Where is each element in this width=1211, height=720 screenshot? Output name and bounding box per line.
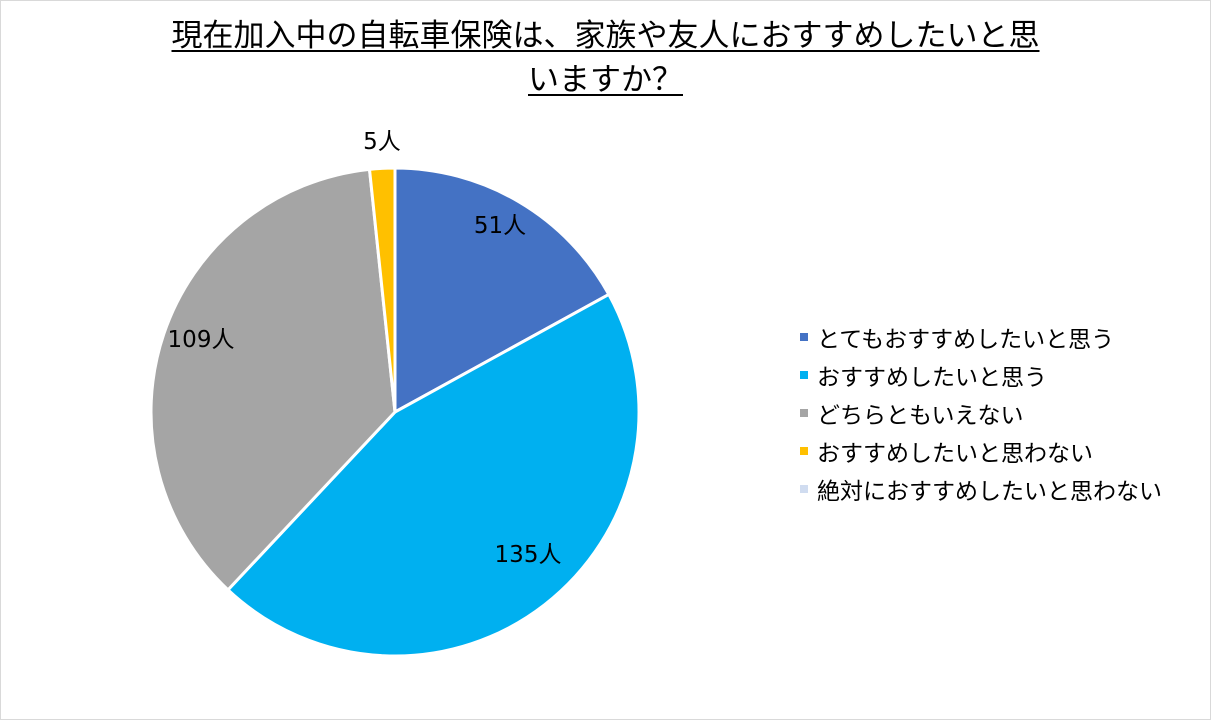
legend-label: とてもおすすめしたいと思う [817,327,1115,353]
legend-item-5: 絶対におすすめしたいと思わない [800,470,1162,508]
pie-data-labels: 51人 135人 109人 5人 [168,129,562,568]
pie-slice-2 [226,292,641,658]
legend-item-2: おすすめしたいと思う [800,356,1162,394]
chart-title: 現在加入中の自転車保険は、家族や友人におすすめしたいと思 いますか？ [0,14,1211,102]
legend-swatch [800,485,808,493]
pie-slice-4 [367,166,397,414]
data-label-3: 109人 [168,327,235,353]
legend-label: どちらともいえない [817,403,1024,429]
legend-item-1: とてもおすすめしたいと思う [800,318,1162,356]
data-label-2: 135人 [495,542,562,568]
legend-item-3: どちらともいえない [800,394,1162,432]
legend-swatch [800,409,808,417]
legend-label: おすすめしたいと思う [817,365,1047,391]
chart-title-line1: 現在加入中の自転車保険は、家族や友人におすすめしたいと思 [171,18,1040,54]
legend-swatch [800,371,808,379]
legend-item-4: おすすめしたいと思わない [800,432,1162,470]
data-label-4: 5人 [363,129,401,155]
chart-title-line2: いますか？ [528,62,683,98]
data-label-1: 51人 [474,213,526,239]
legend-swatch [800,447,808,455]
legend-label: おすすめしたいと思わない [817,441,1093,467]
legend-swatch [800,333,808,341]
legend-label: 絶対におすすめしたいと思わない [817,479,1162,505]
pie-slices [149,166,641,658]
pie-slice-3 [149,167,397,592]
pie-slice-1 [393,166,611,414]
chart-legend: とてもおすすめしたいと思う おすすめしたいと思う どちらともいえないおすすめしたいと… [800,318,1162,508]
